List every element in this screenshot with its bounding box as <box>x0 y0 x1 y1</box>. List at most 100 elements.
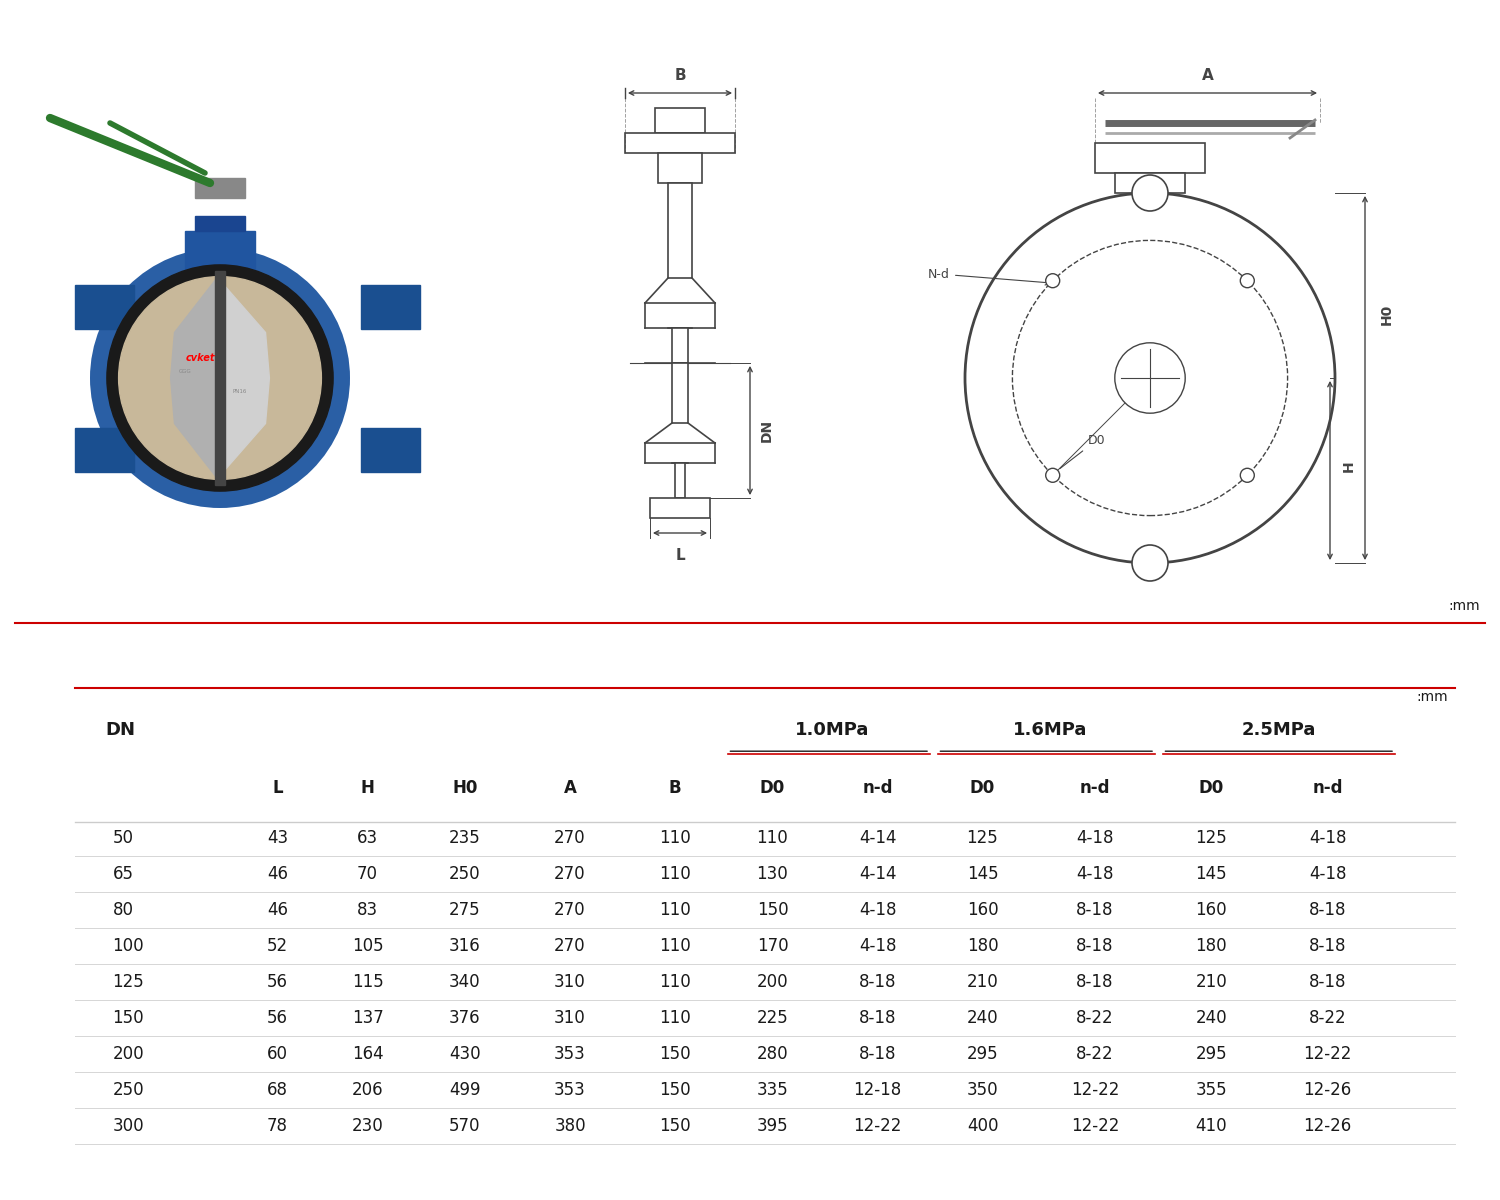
Text: 230: 230 <box>351 1116 384 1134</box>
Text: 206: 206 <box>351 1081 384 1099</box>
Text: 2.5MPa: 2.5MPa <box>1242 721 1316 739</box>
Text: 70: 70 <box>357 865 378 883</box>
Text: A: A <box>564 779 576 797</box>
Text: 150: 150 <box>756 901 789 919</box>
Circle shape <box>1013 240 1287 516</box>
Text: 395: 395 <box>756 1116 789 1134</box>
Text: 570: 570 <box>450 1116 480 1134</box>
Text: 353: 353 <box>554 1045 586 1063</box>
Text: n-d: n-d <box>1312 779 1342 797</box>
Text: 145: 145 <box>1196 865 1227 883</box>
Circle shape <box>1114 343 1185 413</box>
Bar <box>362 284 420 329</box>
Text: N-d: N-d <box>928 268 1050 284</box>
Bar <box>650 498 710 518</box>
Text: 12-22: 12-22 <box>1304 1045 1352 1063</box>
Text: 200: 200 <box>112 1045 144 1063</box>
Circle shape <box>1046 468 1059 482</box>
Text: 310: 310 <box>554 973 586 991</box>
Text: 8-18: 8-18 <box>1077 901 1113 919</box>
Text: 12-26: 12-26 <box>1304 1116 1352 1134</box>
Text: 160: 160 <box>966 901 999 919</box>
Text: 115: 115 <box>351 973 384 991</box>
Text: 295: 295 <box>966 1045 999 1063</box>
Text: 12-22: 12-22 <box>1071 1081 1119 1099</box>
Text: D0: D0 <box>1198 779 1224 797</box>
Text: 270: 270 <box>554 865 586 883</box>
Text: 310: 310 <box>554 1009 586 1027</box>
Text: B: B <box>669 779 681 797</box>
Polygon shape <box>220 281 270 475</box>
Text: :mm: :mm <box>1449 599 1480 613</box>
Text: 210: 210 <box>966 973 999 991</box>
Text: 60: 60 <box>267 1045 288 1063</box>
Text: 1.0MPa: 1.0MPa <box>795 721 870 739</box>
Text: 376: 376 <box>448 1009 482 1027</box>
Text: DN: DN <box>105 721 135 739</box>
Text: 56: 56 <box>267 973 288 991</box>
Text: n-d: n-d <box>862 779 892 797</box>
Text: 280: 280 <box>756 1045 789 1063</box>
Text: 12-26: 12-26 <box>1304 1081 1352 1099</box>
Text: DN: DN <box>760 419 774 442</box>
Text: H0: H0 <box>1380 304 1394 325</box>
Text: 63: 63 <box>357 829 378 847</box>
Bar <box>675 463 686 498</box>
Text: 295: 295 <box>1196 1045 1227 1063</box>
Text: 8-22: 8-22 <box>1076 1045 1114 1063</box>
Text: 110: 110 <box>658 829 692 847</box>
Text: 353: 353 <box>554 1081 586 1099</box>
Text: 240: 240 <box>1196 1009 1227 1027</box>
Text: 8-18: 8-18 <box>858 973 897 991</box>
Text: 250: 250 <box>448 865 482 883</box>
Text: 4-18: 4-18 <box>858 937 897 955</box>
Circle shape <box>1240 274 1254 288</box>
Text: 210: 210 <box>1196 973 1227 991</box>
Text: 145: 145 <box>966 865 999 883</box>
Text: 240: 240 <box>966 1009 999 1027</box>
Text: 335: 335 <box>756 1081 789 1099</box>
Text: 270: 270 <box>554 829 586 847</box>
Text: 8-18: 8-18 <box>858 1009 897 1027</box>
Text: 200: 200 <box>756 973 789 991</box>
Text: 4-18: 4-18 <box>1077 829 1113 847</box>
Text: 80: 80 <box>112 901 134 919</box>
Text: 1.6MPa: 1.6MPa <box>1013 721 1088 739</box>
Circle shape <box>1240 468 1254 482</box>
Text: 46: 46 <box>267 865 288 883</box>
Text: 110: 110 <box>658 901 692 919</box>
Text: 150: 150 <box>658 1116 692 1134</box>
Bar <box>656 108 705 133</box>
Text: 8-18: 8-18 <box>1308 901 1347 919</box>
Bar <box>75 427 134 472</box>
Text: 8-18: 8-18 <box>1077 937 1113 955</box>
Polygon shape <box>171 281 220 475</box>
Bar <box>626 133 735 152</box>
Text: 110: 110 <box>756 829 789 847</box>
Bar <box>195 178 244 198</box>
Text: 4-14: 4-14 <box>858 829 897 847</box>
Bar <box>658 152 702 182</box>
Text: 180: 180 <box>1196 937 1227 955</box>
Text: 150: 150 <box>112 1009 144 1027</box>
Text: 8-18: 8-18 <box>1077 973 1113 991</box>
Circle shape <box>1132 175 1168 211</box>
Text: 12-22: 12-22 <box>1071 1116 1119 1134</box>
Text: 68: 68 <box>267 1081 288 1099</box>
Text: 65: 65 <box>112 865 134 883</box>
Text: D0: D0 <box>1060 433 1106 469</box>
Text: 160: 160 <box>1196 901 1227 919</box>
Bar <box>184 232 255 271</box>
Text: 46: 46 <box>267 901 288 919</box>
Text: PN16: PN16 <box>232 389 248 394</box>
Text: 78: 78 <box>267 1116 288 1134</box>
Bar <box>668 182 692 278</box>
Text: H0: H0 <box>453 779 477 797</box>
Circle shape <box>1132 545 1168 581</box>
Text: L: L <box>272 779 284 797</box>
Circle shape <box>90 248 350 508</box>
Text: 164: 164 <box>351 1045 384 1063</box>
Text: 180: 180 <box>966 937 999 955</box>
Text: 4-18: 4-18 <box>1077 865 1113 883</box>
Circle shape <box>118 276 321 479</box>
